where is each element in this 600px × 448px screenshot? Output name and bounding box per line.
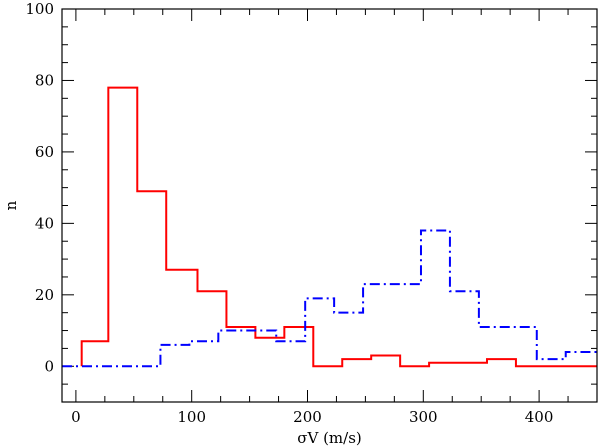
y-tick-label: 80 [35,71,54,89]
y-tick-label: 60 [35,143,54,161]
histogram-series-1 [80,86,597,368]
x-tick-label: 300 [409,408,438,426]
tick-marks [62,8,598,403]
y-tick-label: 20 [35,286,54,304]
tick-labels: 0 100 200 300 400 0 20 40 60 80 100 [25,0,553,426]
y-tick-label: 0 [44,357,54,375]
x-tick-label: 0 [71,408,81,426]
plot-frame [61,8,598,403]
series-layer [62,86,597,368]
x-tick-label: 400 [525,408,554,426]
histogram-series-2 [62,229,597,368]
y-tick-label: 40 [35,214,54,232]
x-axis-title: σV (m/s) [297,429,362,447]
x-tick-label: 200 [293,408,322,426]
x-tick-label: 100 [177,408,206,426]
y-axis-title: n [2,200,20,210]
y-tick-label: 100 [25,0,54,18]
